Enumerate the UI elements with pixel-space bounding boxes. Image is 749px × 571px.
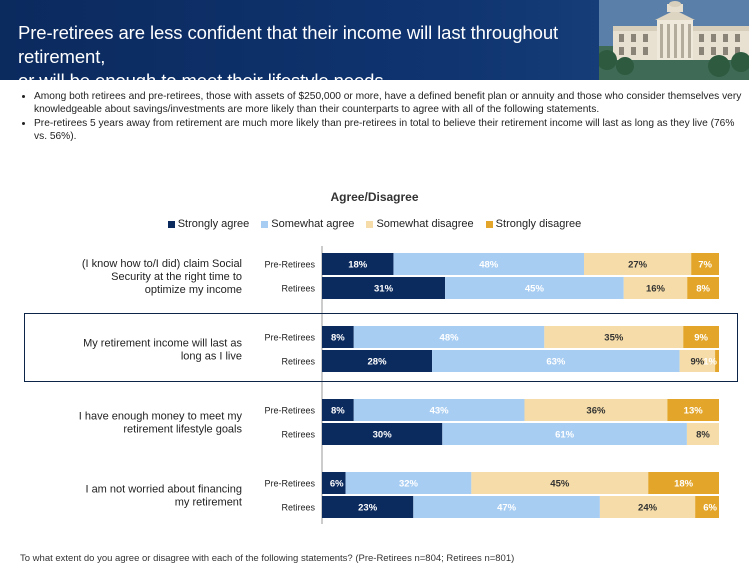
row-label: Retirees — [281, 503, 315, 513]
legend-item: Strongly disagree — [485, 216, 582, 232]
data-label: 6% — [703, 503, 717, 514]
legend-label: Somewhat disagree — [376, 218, 474, 230]
footnote: To what extent do you agree or disagree … — [20, 553, 515, 564]
capitol-building-image — [599, 0, 749, 80]
data-label: 28% — [368, 357, 388, 368]
data-label: 13% — [684, 406, 704, 417]
data-label: 30% — [373, 430, 393, 441]
summary-bullet: Pre-retirees 5 years away from retiremen… — [34, 117, 749, 143]
legend-label: Somewhat agree — [271, 218, 355, 230]
data-label: 63% — [546, 357, 566, 368]
data-label: 36% — [586, 406, 606, 417]
bar-segment — [584, 253, 692, 275]
data-label: 32% — [399, 479, 419, 490]
data-label: 45% — [525, 284, 545, 295]
bar-segment — [524, 399, 668, 421]
bar-segment — [322, 496, 414, 518]
data-label: 8% — [331, 406, 345, 417]
data-label: 24% — [638, 503, 658, 514]
data-label: 35% — [604, 333, 624, 344]
data-label: 8% — [696, 430, 710, 441]
row-label: Retirees — [281, 357, 315, 367]
legend-swatch — [485, 220, 493, 228]
bar-segment — [599, 496, 696, 518]
bar-segment — [322, 350, 433, 372]
data-label: 45% — [550, 479, 570, 490]
bar-segment — [445, 277, 624, 299]
row-label: Pre-Retirees — [264, 333, 315, 343]
bar-segment — [691, 253, 719, 275]
legend-item: Strongly agree — [167, 216, 250, 232]
data-label: 48% — [440, 333, 460, 344]
bar-segment — [544, 326, 684, 348]
statement-label: I have enough money to meet my retirement… — [79, 411, 243, 436]
bar-segment — [432, 350, 680, 372]
bar-segment — [683, 326, 719, 348]
data-label: 43% — [430, 406, 450, 417]
bar-segment — [322, 277, 446, 299]
bar-segment — [413, 496, 600, 518]
data-label: 31% — [374, 284, 394, 295]
data-label: 48% — [479, 260, 499, 271]
bar-segment — [687, 277, 719, 299]
bar-segment — [715, 350, 719, 372]
page-title: Pre-retirees are less confident that the… — [18, 21, 638, 80]
data-label: 18% — [674, 479, 694, 490]
bar-segment — [393, 253, 585, 275]
data-label: 8% — [331, 333, 345, 344]
data-label: 9% — [694, 333, 708, 344]
statement-label: (I know how to/I did) claim Social Securi… — [82, 258, 242, 296]
bar-segment — [322, 253, 394, 275]
data-label: 8% — [696, 284, 710, 295]
data-label: 23% — [358, 503, 378, 514]
row-label: Pre-Retirees — [264, 406, 315, 416]
statement-label: My retirement income will last as long as… — [83, 338, 242, 363]
bar-segment — [322, 423, 443, 445]
page-title-line-1: Pre-retirees are less confident that the… — [18, 22, 559, 67]
bar-segment — [648, 472, 719, 494]
legend-item: Somewhat disagree — [366, 216, 474, 232]
bar-segment — [322, 326, 354, 348]
statement-label: I am not worried about financing my retir… — [85, 484, 242, 509]
data-label: 27% — [628, 260, 648, 271]
legend-label: Strongly disagree — [495, 218, 582, 230]
row-label: Pre-Retirees — [264, 260, 315, 270]
highlight-box — [24, 313, 738, 382]
data-label: 9% — [691, 357, 705, 368]
data-label: 16% — [646, 284, 666, 295]
page-title-line-2: or will be enough to meet their lifestyl… — [18, 69, 638, 80]
header-banner: Pre-retirees are less confident that the… — [0, 0, 749, 80]
legend-label: Strongly agree — [177, 218, 250, 230]
summary-bullets: Among both retirees and pre-retirees, th… — [22, 90, 749, 144]
data-label: 1% — [703, 357, 717, 368]
data-label: 6% — [330, 479, 344, 490]
bar-segment — [471, 472, 649, 494]
legend-swatch — [261, 220, 269, 228]
chart-title: Agree/Disagree — [330, 190, 419, 204]
bar-segment — [667, 399, 719, 421]
chart-legend: Strongly agree Somewhat agree Somewhat dis… — [0, 216, 749, 232]
bar-segment — [322, 399, 354, 421]
bar-segment — [353, 326, 545, 348]
data-label: 61% — [555, 430, 575, 441]
legend-item: Somewhat agree — [261, 216, 354, 232]
bar-segment — [623, 277, 688, 299]
bar-segment — [322, 472, 346, 494]
legend-swatch — [366, 220, 374, 228]
bar-segment — [695, 496, 719, 518]
row-label: Pre-Retirees — [264, 479, 315, 489]
legend-swatch — [167, 220, 175, 228]
stacked-bar-chart: (I know how to/I did) claim Social Securi… — [79, 246, 719, 524]
bar-segment — [442, 423, 687, 445]
bar-segment — [679, 350, 716, 372]
row-label: Retirees — [281, 430, 315, 440]
summary-bullet: Among both retirees and pre-retirees, th… — [34, 90, 749, 116]
data-label: 47% — [497, 503, 517, 514]
data-label: 7% — [698, 260, 712, 271]
bar-segment — [345, 472, 472, 494]
bar-segment — [353, 399, 525, 421]
row-label: Retirees — [281, 284, 315, 294]
bar-segment — [686, 423, 719, 445]
data-label: 18% — [348, 260, 368, 271]
